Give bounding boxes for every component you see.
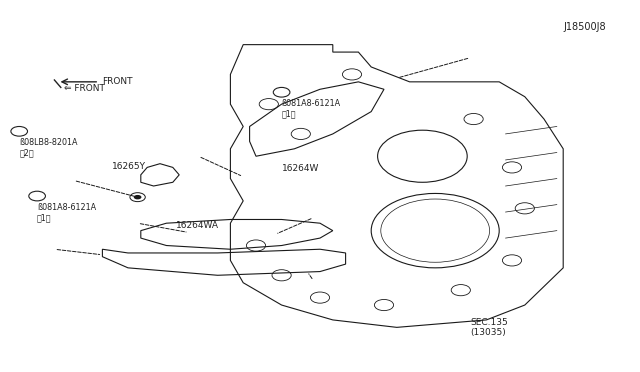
Text: ß081A8-6121A
（1）: ß081A8-6121A （1） xyxy=(282,99,340,118)
Text: ß081A8-6121A
（1）: ß081A8-6121A （1） xyxy=(37,203,96,222)
Text: J18500J8: J18500J8 xyxy=(563,22,606,32)
Circle shape xyxy=(29,191,45,201)
Text: FRONT: FRONT xyxy=(102,77,133,86)
Text: 16264WA: 16264WA xyxy=(176,221,219,230)
Text: 16265Y: 16265Y xyxy=(112,162,146,171)
Text: ⇐ FRONT: ⇐ FRONT xyxy=(64,84,105,93)
Text: SEC.135
(13035): SEC.135 (13035) xyxy=(470,318,508,337)
Circle shape xyxy=(11,126,28,136)
Circle shape xyxy=(134,195,141,199)
Text: ß08LB8-8201A
（2）: ß08LB8-8201A （2） xyxy=(19,138,77,157)
Text: 16264W: 16264W xyxy=(282,164,319,173)
Circle shape xyxy=(273,87,290,97)
